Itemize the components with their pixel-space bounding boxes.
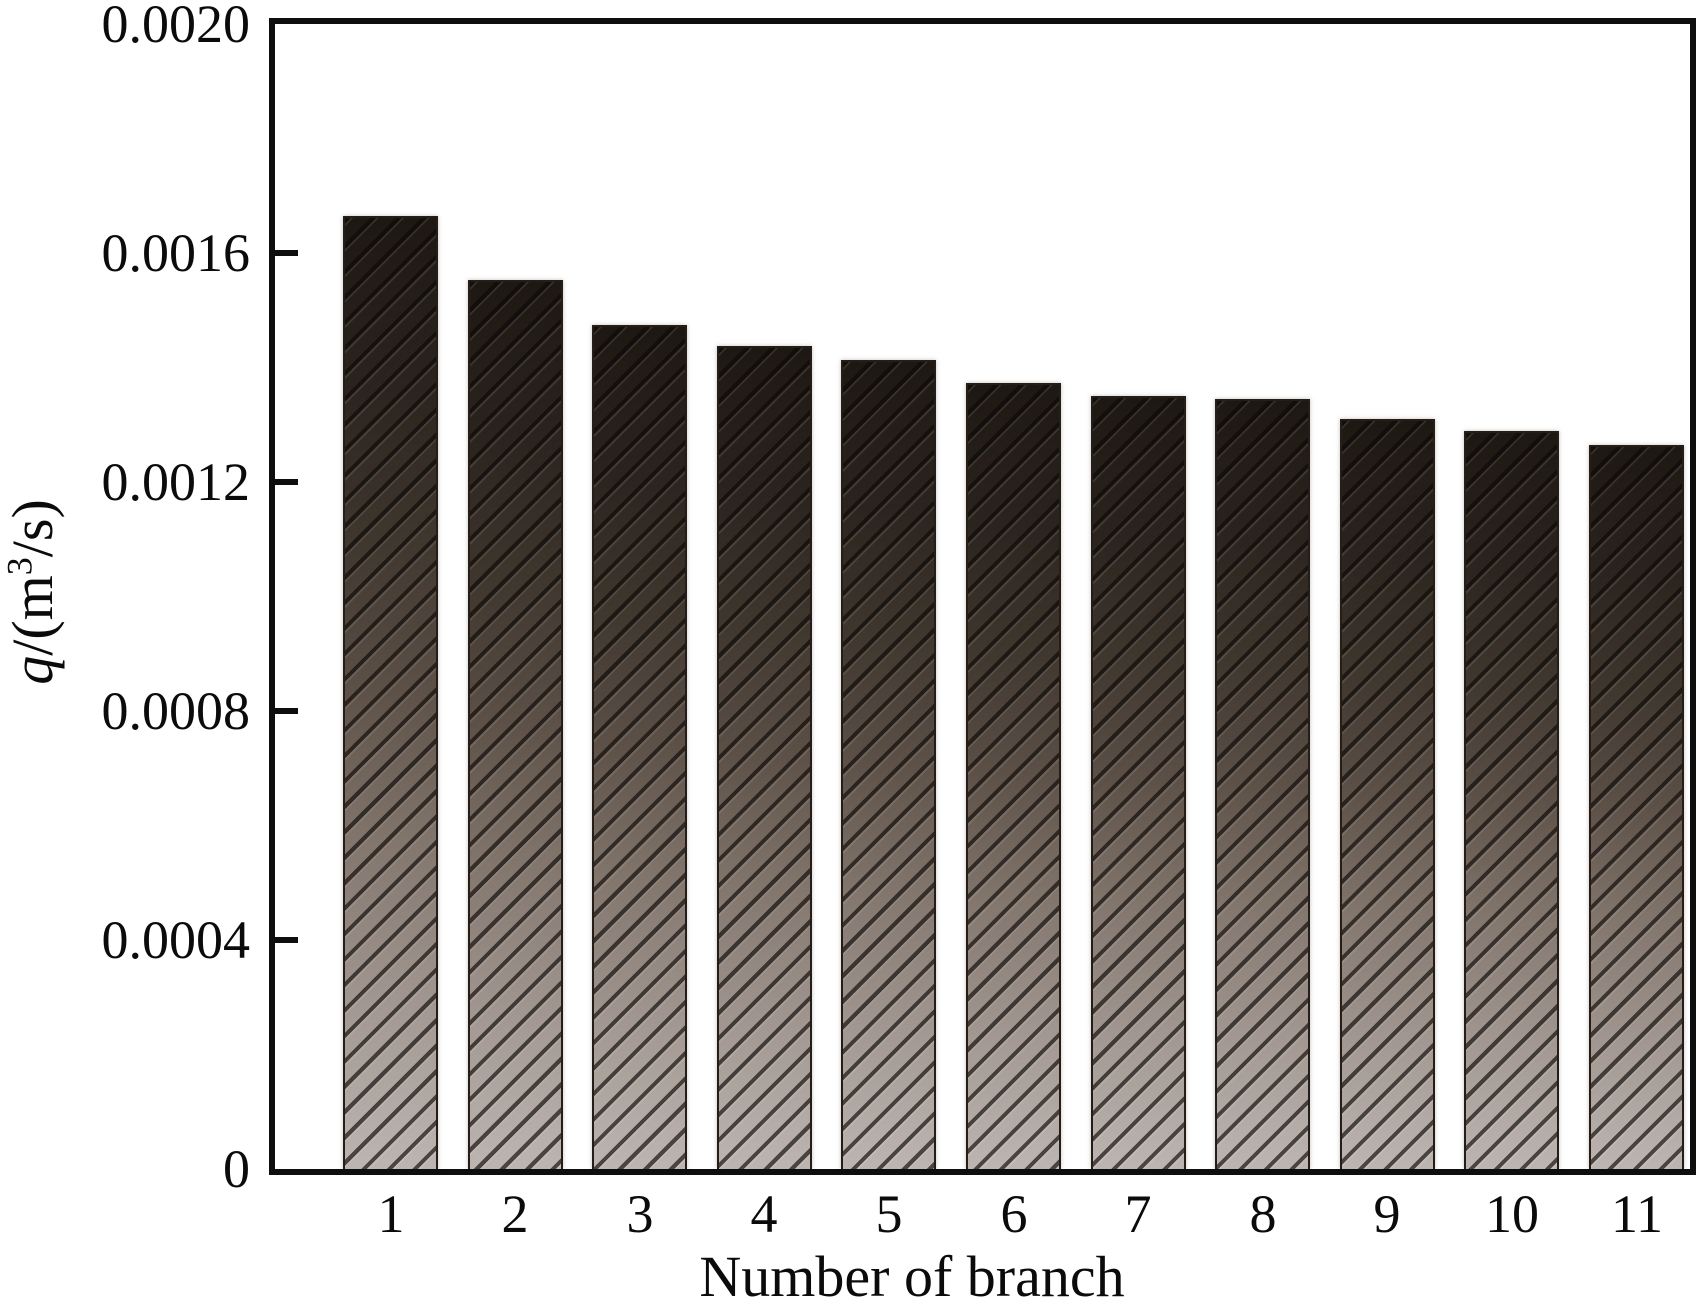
x-tick-label-11: 11 [1611,1184,1663,1244]
y-tick-label-0: 0 [223,1139,250,1199]
y-tick-label-0.0020: 0.0020 [101,0,251,54]
x-tick-label-1: 1 [377,1184,405,1244]
x-axis-title: Number of branch [699,1244,1125,1309]
x-tick-label-3: 3 [626,1184,654,1244]
bar-branch-1 [343,216,438,1169]
bar-branch-4 [717,346,812,1169]
y-tick-label-0.0004: 0.0004 [101,910,251,970]
y-axis-title-q: q [0,655,65,685]
x-tick-label-9: 9 [1373,1184,1401,1244]
y-axis-title-exponent: 3 [0,557,40,576]
bar-branch-8 [1215,399,1310,1169]
x-tick-label-7: 7 [1124,1184,1152,1244]
bar-branch-5 [841,360,936,1169]
x-tick-label-6: 6 [1000,1184,1028,1244]
y-tick-mark-0.0004 [275,937,298,943]
bar-branch-2 [468,280,563,1169]
bar-branch-3 [592,325,687,1169]
bar-branch-9 [1340,419,1435,1169]
bar-branch-7 [1091,396,1186,1169]
y-tick-mark-0.0016 [275,250,298,256]
y-axis-title-close: /s) [0,499,65,558]
y-tick-mark-0.0008 [275,708,298,714]
plot-area [275,24,1690,1169]
bar-branch-6 [966,383,1061,1169]
y-axis-title-open: /(m [0,575,65,656]
x-tick-label-4: 4 [750,1184,778,1244]
y-axis-title: q/(m3/s) [0,499,65,685]
x-tick-label-2: 2 [501,1184,529,1244]
y-tick-mark-0.0012 [275,479,298,485]
x-tick-label-8: 8 [1249,1184,1277,1244]
bar-branch-10 [1464,431,1559,1169]
x-tick-label-10: 10 [1485,1184,1539,1244]
bar-branch-11 [1589,445,1684,1169]
x-tick-label-5: 5 [875,1184,903,1244]
y-tick-label-0.0012: 0.0012 [101,452,251,512]
y-tick-label-0.0016: 0.0016 [101,223,251,283]
y-tick-label-0.0008: 0.0008 [101,681,251,741]
